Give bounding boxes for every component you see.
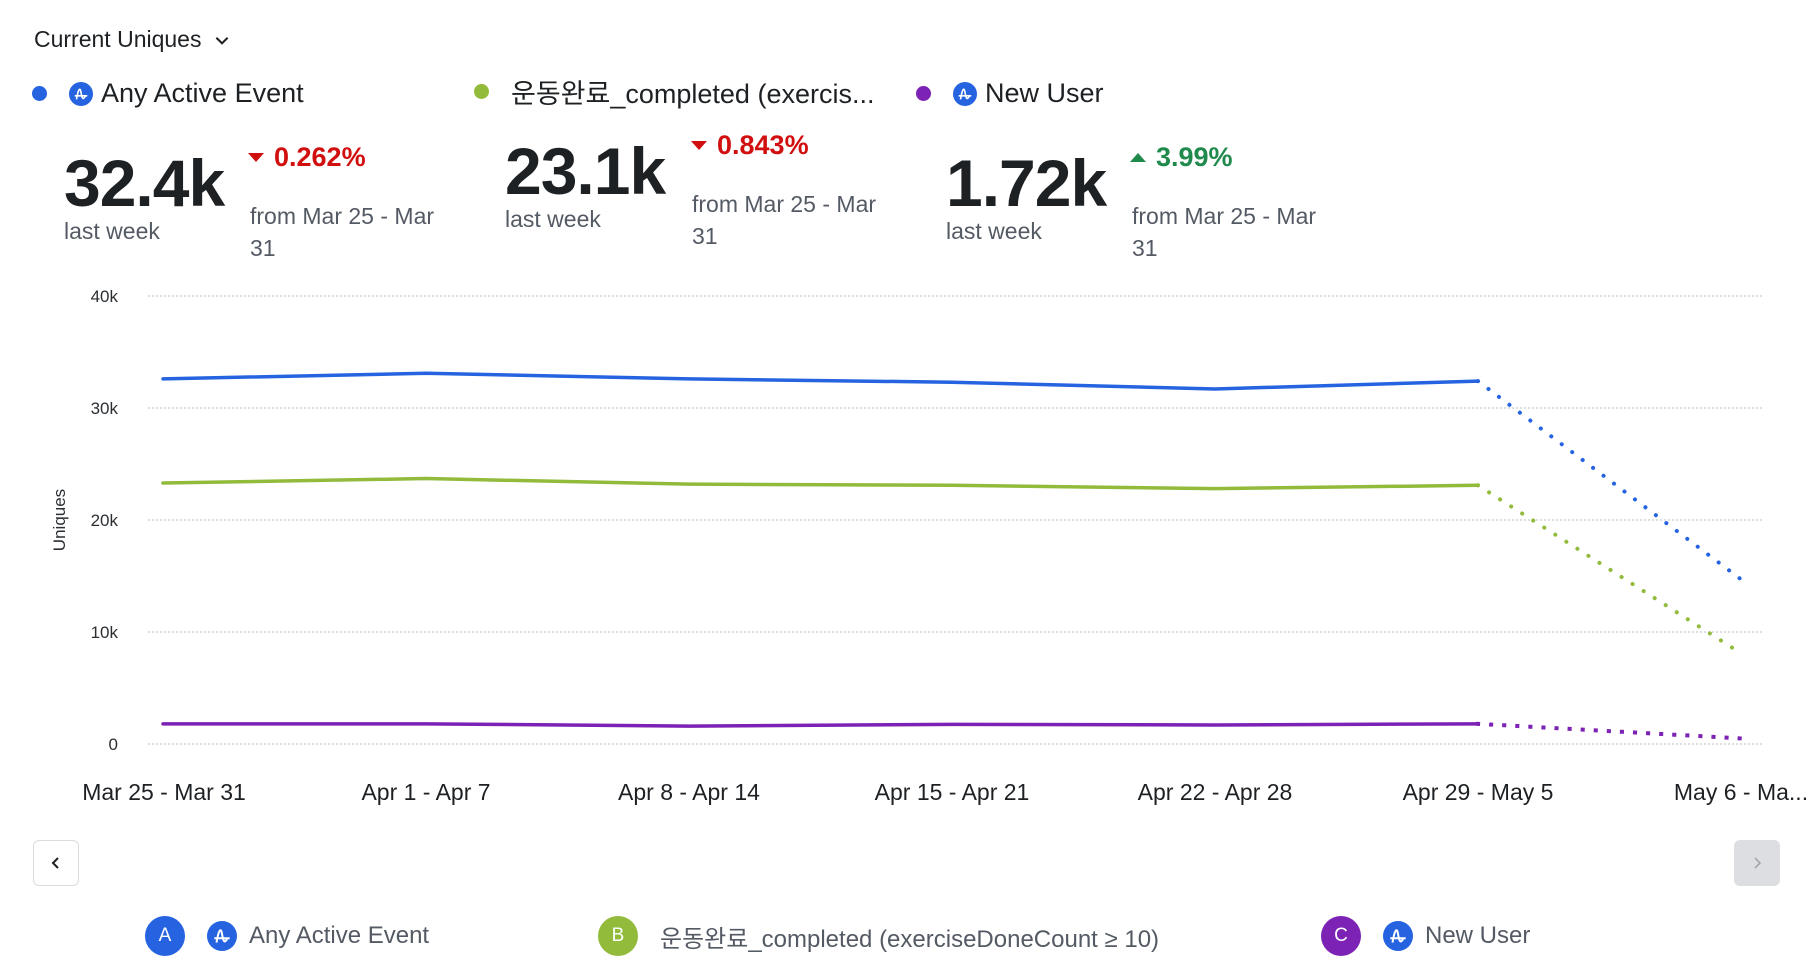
amplitude-icon [1383,921,1413,951]
legend-label: 운동완료_completed (exerciseDoneCount ≥ 10) [660,925,1160,953]
kpi-period: last week [64,218,160,244]
kpi-new-user: 1.72k last week 3.99% from Mar 25 - Mar … [946,142,1316,261]
data-point[interactable] [157,373,169,385]
y-tick-label: 20k [91,511,119,530]
series-letter-badge: B [598,916,638,956]
data-point[interactable] [1209,719,1221,731]
series-color-dot [916,86,931,101]
x-tick-label: Mar 25 - Mar 31 [82,779,246,805]
kpi-change-value: 3.99% [1156,142,1233,172]
kpi-change: 3.99% [1130,142,1233,173]
series-incomplete-line-3[interactable] [1475,721,1744,741]
series-color-dot [32,86,47,101]
data-point[interactable] [420,367,432,379]
kpi-comparison: from Mar 25 - Mar 31 [1132,203,1317,261]
data-point[interactable] [420,718,432,730]
series-color-dot [474,84,489,99]
data-point[interactable] [1472,718,1484,730]
data-point[interactable] [1209,383,1221,395]
data-point[interactable] [1735,573,1747,585]
data-point[interactable] [683,720,695,732]
x-tick-label: Apr 15 - Apr 21 [875,779,1030,805]
previous-page-button[interactable] [33,840,79,886]
data-point[interactable] [157,477,169,489]
trend-up-icon [1130,153,1146,162]
series-letter-badge: A [145,916,185,956]
legend-label: New User [985,78,1104,108]
y-axis-title: Uniques [50,489,69,551]
amplitude-icon [69,81,93,106]
data-point[interactable] [946,718,958,730]
metric-selector-label: Current Uniques [34,26,202,52]
kpi-exercise-completed: 23.1k last week 0.843% from Mar 25 - Mar… [505,130,876,249]
legend-label: Any Active Event [101,78,304,108]
line-chart: Uniques 0 10k 20k 30k 40k Mar 25 - Mar 31 Apr… [50,287,1808,805]
y-tick-label: 30k [91,399,119,418]
data-point[interactable] [683,478,695,490]
series-line-3[interactable] [161,722,1480,728]
data-point[interactable] [683,373,695,385]
series-incomplete-line-2[interactable] [1476,483,1743,656]
trend-down-icon [691,141,707,150]
chevron-right-icon [1754,857,1762,869]
metric-selector-dropdown[interactable]: Current Uniques [34,26,231,53]
data-point[interactable] [1735,647,1747,659]
bottom-legend-item-c[interactable]: C New User [1321,916,1530,956]
x-tick-label: Apr 8 - Apr 14 [618,779,760,805]
kpi-period: last week [505,206,601,232]
kpi-change-value: 0.262% [274,142,366,172]
y-tick-label: 40k [91,287,119,306]
y-tick-label: 0 [109,735,118,754]
data-point[interactable] [1735,732,1747,744]
x-tick-label: May 6 - Ma... [1674,779,1808,805]
kpi-value: 1.72k [946,146,1107,220]
legend-item-exercise-completed[interactable]: 운동완료_completed (exercis... [474,72,874,111]
data-point[interactable] [157,718,169,730]
legend-item-any-active-event[interactable]: Any Active Event [32,78,304,109]
kpi-value: 23.1k [505,134,666,208]
data-point[interactable] [1209,483,1221,495]
legend-item-new-user[interactable]: New User [916,78,1104,109]
chevron-down-icon [216,36,229,45]
legend-label: 운동완료_completed (exercis... [511,79,875,109]
legend-label: New User [1425,922,1531,949]
x-tick-label: Apr 1 - Apr 7 [361,779,490,805]
series-incomplete-line-1[interactable] [1476,379,1743,582]
data-point[interactable] [1472,375,1484,387]
y-tick-label: 10k [91,623,119,642]
amplitude-icon [953,81,977,106]
legend-label: Any Active Event [249,922,430,949]
kpi-change: 0.262% [248,142,366,173]
data-point[interactable] [1472,479,1484,491]
kpi-value: 32.4k [64,146,225,220]
kpi-change-value: 0.843% [717,130,809,160]
data-point[interactable] [946,376,958,388]
series-letter-badge: C [1321,916,1361,956]
data-point[interactable] [420,473,432,485]
series-line-1[interactable] [161,371,1480,391]
next-page-button[interactable] [1734,840,1780,886]
chevron-left-icon [51,857,59,869]
trend-down-icon [248,153,264,162]
x-tick-label: Apr 29 - May 5 [1403,779,1554,805]
x-tick-label: Apr 22 - Apr 28 [1138,779,1293,805]
data-point[interactable] [946,479,958,491]
kpi-comparison: from Mar 25 - Mar 31 [692,191,877,249]
amplitude-icon [207,921,237,951]
kpi-period: last week [946,218,1042,244]
kpi-change: 0.843% [691,130,809,161]
kpi-comparison: from Mar 25 - Mar 31 [250,203,435,261]
series-line-2[interactable] [161,476,1480,491]
bottom-legend-item-b[interactable]: B 운동완료_completed (exerciseDoneCount ≥ 10… [598,916,1159,956]
kpi-any-active-event: 32.4k last week 0.262% from Mar 25 - Mar… [64,142,434,261]
bottom-legend-item-a[interactable]: A Any Active Event [145,916,429,956]
